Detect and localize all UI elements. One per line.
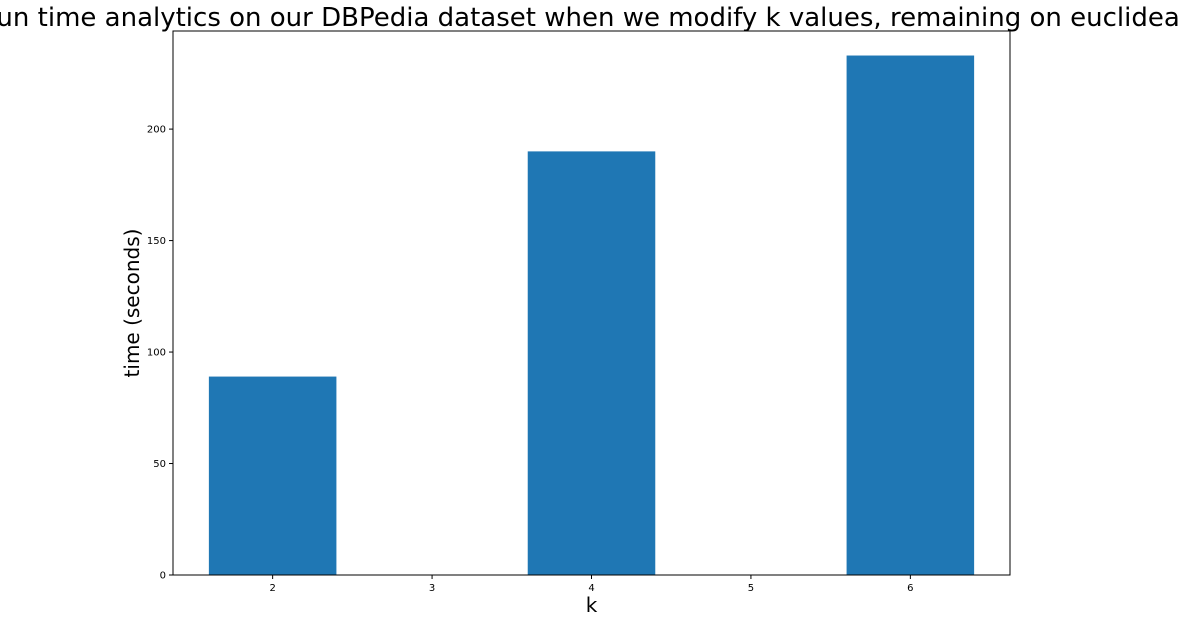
x-tick-label: 6 [907,583,913,594]
y-tick-label: 100 [147,348,166,359]
bar-k-4 [527,151,656,576]
bars-group [208,55,975,576]
y-tick-label: 0 [160,571,166,582]
bar-k-6 [846,55,975,575]
x-tick-label: 3 [429,583,435,594]
y-tick-label: 50 [153,459,166,470]
x-tick-label: 2 [269,583,275,594]
x-axis-label: k [586,593,598,617]
y-tick-label: 150 [147,236,166,247]
x-tick-label: 4 [588,583,594,594]
bar-k-2 [208,376,337,575]
plot-frame [172,30,1011,576]
chart-title: run time analytics on our DBPedia datase… [0,3,1182,33]
y-tick-label: 200 [147,125,166,136]
y-axis-ticks: 0 50 100 150 200 [147,125,173,582]
x-tick-label: 5 [748,583,754,594]
x-axis-ticks: 2 3 4 5 6 [269,575,914,594]
y-axis-label: time (seconds) [120,229,144,378]
